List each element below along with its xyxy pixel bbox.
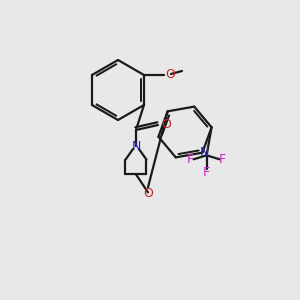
Text: F: F — [219, 153, 226, 166]
Text: F: F — [203, 166, 210, 179]
Text: N: N — [131, 140, 141, 152]
Text: N: N — [200, 146, 209, 159]
Text: F: F — [187, 153, 194, 166]
Text: O: O — [165, 68, 175, 80]
Text: O: O — [161, 118, 171, 130]
Text: O: O — [143, 187, 153, 200]
